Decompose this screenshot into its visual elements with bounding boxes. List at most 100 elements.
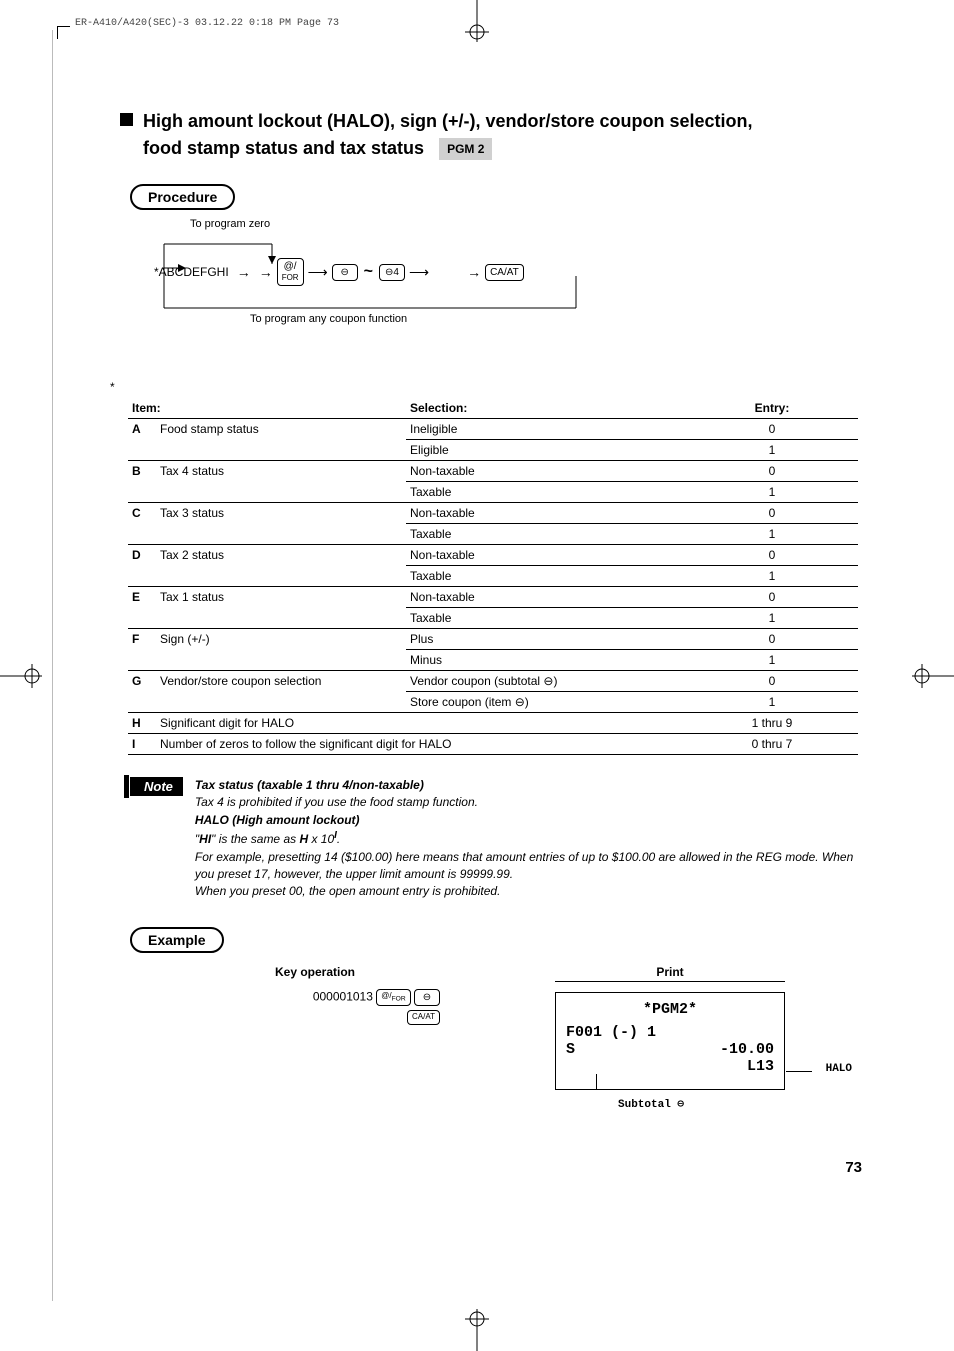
arrow-icon: → — [255, 264, 277, 280]
col-head-item: Item: — [128, 398, 406, 419]
row-i-item: Number of zeros to follow the significan… — [156, 734, 686, 755]
key-for: @/FOR — [277, 258, 304, 286]
row-selection: Non-taxable — [406, 587, 686, 608]
example-pill: Example — [130, 927, 224, 953]
row-selection: Non-taxable — [406, 461, 686, 482]
row-letter: F — [128, 629, 156, 650]
procedure-diagram: To program zero *ABCDEFGHI → → @/FOR — [150, 218, 870, 338]
row-letter: C — [128, 503, 156, 524]
row-letter: B — [128, 461, 156, 482]
page-number: 73 — [845, 1159, 862, 1176]
receipt-row-2-left: S — [566, 1041, 575, 1058]
row-i-letter: I — [128, 734, 156, 755]
row-selection-2: Eligible — [406, 440, 686, 461]
footnote-star: * — [110, 380, 115, 394]
row-selection-2: Store coupon (item ⊖) — [406, 692, 686, 713]
procedure-pill: Procedure — [130, 184, 235, 210]
row-selection-2: Taxable — [406, 482, 686, 503]
pgm-tag: PGM 2 — [439, 138, 492, 160]
arrow-icon: ⟶ — [304, 264, 332, 281]
row-entry-2: 1 — [686, 566, 858, 587]
row-selection-2: Taxable — [406, 608, 686, 629]
row-entry: 0 — [686, 545, 858, 566]
key-operation-line-1: 000001013 @/FOR ⊖ — [180, 989, 450, 1006]
title-line-1: High amount lockout (HALO), sign (+/-), … — [143, 111, 753, 131]
square-bullet-icon — [120, 113, 133, 126]
row-item: Tax 2 status — [156, 545, 406, 566]
key-minus: ⊖ — [332, 264, 358, 281]
row-item: Tax 3 status — [156, 503, 406, 524]
note-text: Tax status (taxable 1 thru 4/non-taxable… — [195, 777, 870, 901]
print-header: ER-A410/A420(SEC)-3 03.12.22 0:18 PM Pag… — [75, 18, 339, 29]
row-item: Tax 4 status — [156, 461, 406, 482]
crop-mark-left — [0, 656, 42, 696]
row-item: Vendor/store coupon selection — [156, 671, 406, 692]
key-ca-at: CA/AT — [407, 1010, 440, 1025]
col-head-selection: Selection: — [406, 398, 686, 419]
callout-line-icon — [596, 1074, 597, 1090]
row-letter: G — [128, 671, 156, 692]
row-entry-2: 1 — [686, 650, 858, 671]
row-item: Sign (+/-) — [156, 629, 406, 650]
row-selection-2: Minus — [406, 650, 686, 671]
row-entry-2: 1 — [686, 524, 858, 545]
row-entry: 0 — [686, 587, 858, 608]
receipt-preview: *PGM2* F001 (-) 1 S -10.00 L13 — [555, 992, 785, 1090]
trim-line — [52, 30, 53, 1301]
row-entry: 0 — [686, 419, 858, 440]
row-entry: 0 — [686, 671, 858, 692]
parameter-table: Item: Selection: Entry: AFood stamp stat… — [128, 398, 858, 755]
row-i-entry: 0 thru 7 — [686, 734, 858, 755]
arrow-icon: → — [463, 264, 485, 280]
row-selection: Non-taxable — [406, 545, 686, 566]
print-head: Print — [555, 965, 785, 982]
row-letter: D — [128, 545, 156, 566]
row-letter: A — [128, 419, 156, 440]
key-operation-line-2: CA/AT — [180, 1010, 450, 1025]
row-item: Food stamp status — [156, 419, 406, 440]
title-line-2: food stamp status and tax status — [143, 138, 424, 158]
row-h-letter: H — [128, 713, 156, 734]
receipt-title: *PGM2* — [566, 1001, 774, 1018]
key-ca-at: CA/AT — [485, 264, 524, 281]
row-selection-2: Taxable — [406, 524, 686, 545]
row-selection: Non-taxable — [406, 503, 686, 524]
diagram-label-bottom: To program any coupon function — [250, 313, 407, 325]
row-selection: Ineligible — [406, 419, 686, 440]
crop-corner — [57, 26, 70, 39]
note-badge: Note — [130, 777, 183, 796]
callout-subtotal: Subtotal ⊖ — [618, 1097, 684, 1111]
receipt-row-3-right: L13 — [747, 1058, 774, 1075]
row-entry: 0 — [686, 503, 858, 524]
row-entry: 0 — [686, 629, 858, 650]
crop-mark-bottom — [457, 1309, 497, 1351]
row-letter: E — [128, 587, 156, 608]
crop-mark-right — [912, 656, 954, 696]
row-item: Tax 1 status — [156, 587, 406, 608]
callout-halo: HALO — [826, 1063, 852, 1075]
crop-mark-top — [457, 0, 497, 42]
key-operation-head: Key operation — [180, 965, 450, 979]
section-title: High amount lockout (HALO), sign (+/-), … — [120, 108, 870, 162]
key-minus: ⊖ — [414, 989, 440, 1006]
row-h-entry: 1 thru 9 — [686, 713, 858, 734]
receipt-row-1: F001 (-) 1 — [566, 1024, 774, 1041]
flow-input-code: *ABCDEFGHI — [150, 265, 233, 279]
receipt-row-2-right: -10.00 — [720, 1041, 774, 1058]
row-selection-2: Taxable — [406, 566, 686, 587]
tilde-icon: ~ — [358, 263, 379, 281]
arrow-icon: ⟶ — [405, 264, 433, 281]
diagram-label-top: To program zero — [190, 218, 270, 230]
row-h-item: Significant digit for HALO — [156, 713, 686, 734]
row-entry-2: 1 — [686, 692, 858, 713]
col-head-entry: Entry: — [686, 398, 858, 419]
row-entry: 0 — [686, 461, 858, 482]
callout-line-icon — [786, 1071, 812, 1072]
row-selection: Plus — [406, 629, 686, 650]
key-for: @/FOR — [376, 989, 410, 1006]
row-entry-2: 1 — [686, 608, 858, 629]
row-entry-2: 1 — [686, 440, 858, 461]
key-minus-4: ⊖4 — [379, 264, 405, 281]
row-entry-2: 1 — [686, 482, 858, 503]
arrow-icon: → — [233, 264, 255, 280]
